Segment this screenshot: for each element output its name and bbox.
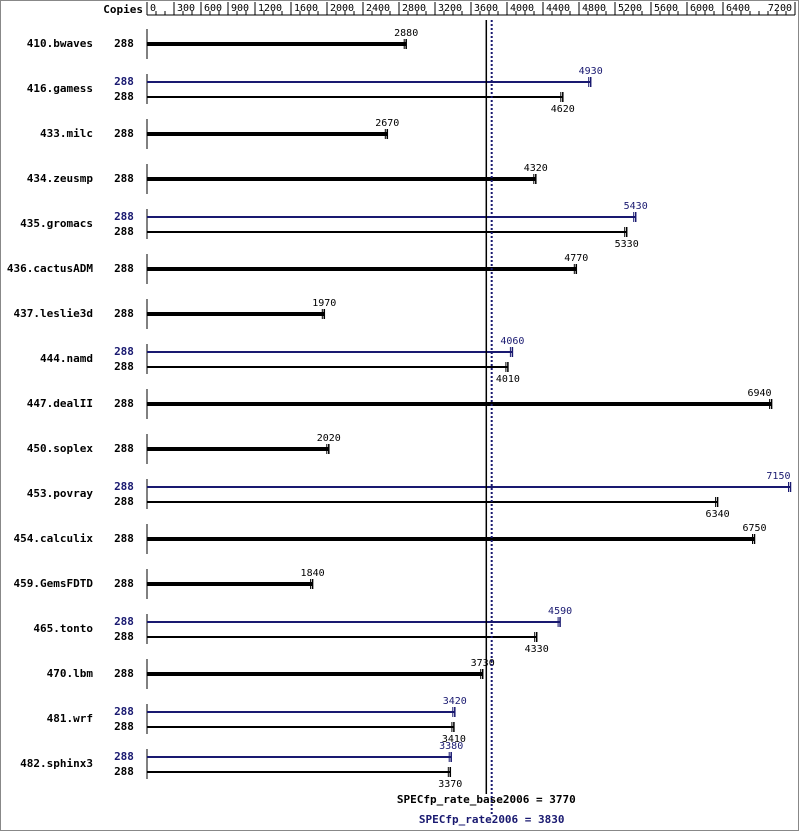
value-label: 4620 <box>551 104 575 115</box>
copies-label: 288 <box>114 345 134 358</box>
x-tick-label: 5600 <box>654 3 678 14</box>
x-tick-label: 6000 <box>690 3 714 14</box>
benchmark-label: 437.leslie3d <box>14 307 93 320</box>
copies-header: Copies <box>103 3 143 16</box>
copies-label: 288 <box>114 480 134 493</box>
copies-label: 288 <box>114 532 134 545</box>
copies-label: 288 <box>114 210 134 223</box>
x-tick-label: 2800 <box>402 3 426 14</box>
copies-label: 288 <box>114 495 134 508</box>
value-label: 6340 <box>706 509 730 520</box>
value-label: 6940 <box>748 388 772 399</box>
benchmark-label: 435.gromacs <box>20 217 93 230</box>
value-label: 3420 <box>443 696 467 707</box>
benchmark-label: 454.calculix <box>14 532 94 545</box>
copies-label: 288 <box>114 225 134 238</box>
x-tick-label: 3200 <box>438 3 462 14</box>
x-tick-label: 0 <box>150 3 156 14</box>
copies-label: 288 <box>114 667 134 680</box>
x-tick-label: 1200 <box>258 3 282 14</box>
copies-label: 288 <box>114 720 134 733</box>
benchmark-label: 481.wrf <box>47 712 93 725</box>
copies-label: 288 <box>114 360 134 373</box>
value-label: 4590 <box>548 606 572 617</box>
benchmark-label: 444.namd <box>40 352 93 365</box>
value-label: 1970 <box>312 298 336 309</box>
benchmark-label: 453.povray <box>27 487 94 500</box>
benchmark-label: 459.GemsFDTD <box>14 577 94 590</box>
value-label: 4330 <box>525 644 549 655</box>
value-label: 5330 <box>615 239 639 250</box>
benchmark-label: 465.tonto <box>33 622 93 635</box>
value-label: 4060 <box>500 336 524 347</box>
benchmark-label: 410.bwaves <box>27 37 93 50</box>
value-label: 3380 <box>439 741 463 752</box>
benchmark-label: 436.cactusADM <box>7 262 93 275</box>
benchmark-label: 482.sphinx3 <box>20 757 93 770</box>
value-label: 5430 <box>624 201 648 212</box>
copies-label: 288 <box>114 630 134 643</box>
copies-label: 288 <box>114 442 134 455</box>
benchmark-label: 434.zeusmp <box>27 172 94 185</box>
value-label: 2670 <box>375 118 399 129</box>
copies-label: 288 <box>114 307 134 320</box>
x-tick-label: 1600 <box>294 3 318 14</box>
benchmark-label: 447.dealII <box>27 397 93 410</box>
copies-label: 288 <box>114 37 134 50</box>
x-tick-label: 4400 <box>546 3 570 14</box>
copies-label: 288 <box>114 172 134 185</box>
copies-label: 288 <box>114 127 134 140</box>
reference-label: SPECfp_rate2006 = 3830 <box>419 813 565 826</box>
x-tick-label: 2400 <box>366 3 390 14</box>
copies-label: 288 <box>114 397 134 410</box>
x-tick-label: 7200 <box>768 3 792 14</box>
x-tick-label: 6400 <box>726 3 750 14</box>
x-tick-label: 900 <box>231 3 249 14</box>
copies-label: 288 <box>114 75 134 88</box>
value-label: 6750 <box>742 523 766 534</box>
benchmark-label: 470.lbm <box>47 667 94 680</box>
benchmark-label: 416.gamess <box>27 82 93 95</box>
copies-label: 288 <box>114 262 134 275</box>
value-label: 3370 <box>438 779 462 790</box>
value-label: 4320 <box>524 163 548 174</box>
x-tick-label: 600 <box>204 3 222 14</box>
value-label: 1840 <box>301 568 325 579</box>
value-label: 2880 <box>394 28 418 39</box>
copies-label: 288 <box>114 765 134 778</box>
x-tick-label: 4800 <box>582 3 606 14</box>
x-tick-label: 3600 <box>474 3 498 14</box>
value-label: 2020 <box>317 433 341 444</box>
value-label: 4010 <box>496 374 520 385</box>
copies-label: 288 <box>114 705 134 718</box>
copies-label: 288 <box>114 90 134 103</box>
benchmark-label: 450.soplex <box>27 442 94 455</box>
value-label: 3730 <box>471 658 495 669</box>
x-tick-label: 4000 <box>510 3 534 14</box>
value-label: 7150 <box>766 471 790 482</box>
copies-label: 288 <box>114 577 134 590</box>
copies-label: 288 <box>114 615 134 628</box>
x-tick-label: 300 <box>177 3 195 14</box>
benchmark-label: 433.milc <box>40 127 93 140</box>
value-label: 3410 <box>442 734 466 745</box>
x-tick-label: 2000 <box>330 3 354 14</box>
reference-label: SPECfp_rate_base2006 = 3770 <box>397 793 576 806</box>
value-label: 4930 <box>579 66 603 77</box>
x-tick-label: 5200 <box>618 3 642 14</box>
value-label: 4770 <box>564 253 588 264</box>
copies-label: 288 <box>114 750 134 763</box>
